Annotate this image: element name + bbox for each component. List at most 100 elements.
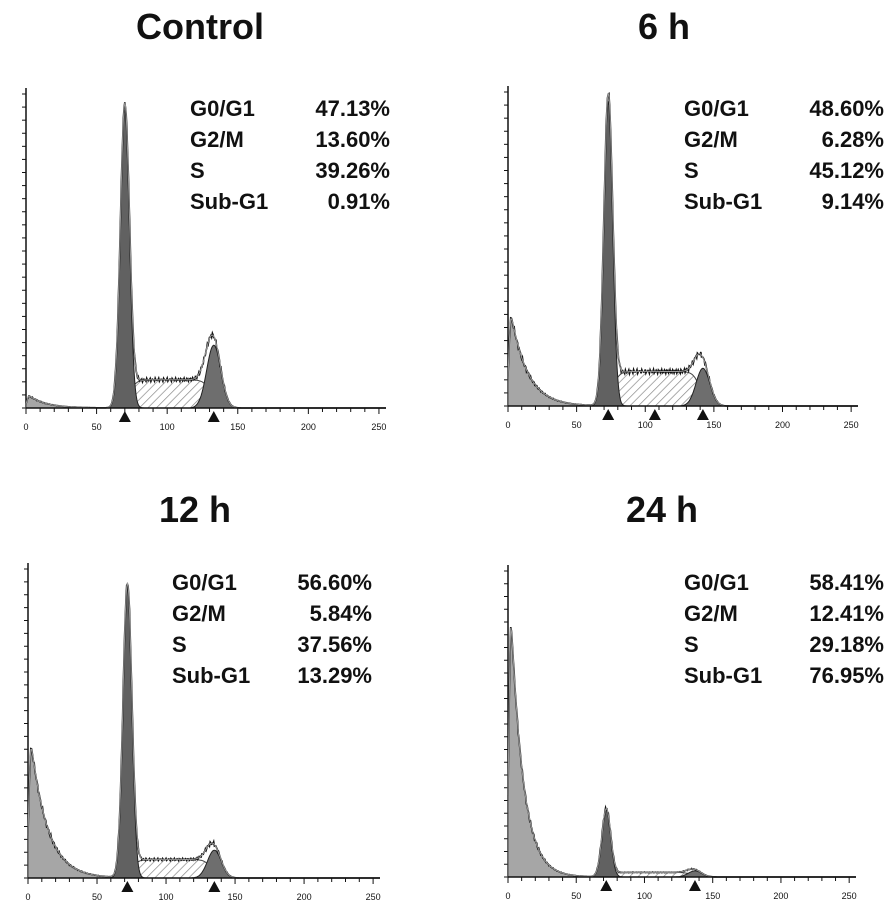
stat-row-s: S 37.56% bbox=[172, 629, 372, 660]
histogram-plot: 0 50 100 150 200 250 bbox=[504, 86, 859, 430]
x-tick-label: 200 bbox=[297, 892, 312, 902]
stat-label: G2/M bbox=[684, 601, 738, 626]
g1-peak-fill bbox=[108, 587, 147, 879]
histogram-panel-control: Control G0/G1 47.13% G2/M 13.60% S 39.26% S… bbox=[0, 0, 420, 440]
x-tick-label: 50 bbox=[92, 422, 102, 432]
stat-row-g2m: G2/M 5.84% bbox=[172, 598, 372, 629]
histogram-envelope bbox=[507, 627, 856, 878]
x-tick-label: 100 bbox=[637, 891, 652, 901]
stat-row-s: S 39.26% bbox=[190, 155, 390, 186]
stat-value: 0.91% bbox=[327, 189, 390, 214]
x-tick-label: 0 bbox=[23, 422, 28, 432]
stat-label: S bbox=[684, 158, 699, 183]
x-tick-label: 150 bbox=[230, 422, 245, 432]
model-fit-line bbox=[507, 627, 856, 878]
cell-cycle-stats: G0/G1 48.60% G2/M 6.28% S 45.12% Sub-G1 9.14… bbox=[684, 93, 884, 217]
x-tick-label: 200 bbox=[775, 420, 790, 430]
x-tick-label: 50 bbox=[92, 892, 102, 902]
g1-peak-fill bbox=[589, 101, 628, 407]
stat-row-g0g1: G0/G1 47.13% bbox=[190, 93, 390, 124]
histogram-plot: 0 50 100 150 200 250 bbox=[22, 88, 386, 432]
gate-marker-triangle bbox=[121, 881, 134, 892]
stat-value: 5.84% bbox=[309, 601, 372, 626]
cell-cycle-stats: G0/G1 58.41% G2/M 12.41% S 29.18% Sub-G1 76.… bbox=[684, 567, 884, 691]
x-tick-label: 0 bbox=[505, 891, 510, 901]
stat-row-g0g1: G0/G1 56.60% bbox=[172, 567, 372, 598]
g1-peak-fill bbox=[587, 808, 626, 878]
x-tick-label: 50 bbox=[571, 891, 581, 901]
x-tick-label: 250 bbox=[844, 420, 859, 430]
g1-peak-fill bbox=[105, 109, 145, 409]
histogram-envelope bbox=[25, 102, 386, 409]
histogram-panel-24h: 24 h G0/G1 58.41% G2/M 12.41% S 29.18% Sub-… bbox=[464, 475, 884, 915]
x-tick-label: 250 bbox=[842, 891, 857, 901]
stat-label: G0/G1 bbox=[172, 570, 237, 595]
gate-marker-triangle bbox=[688, 880, 701, 891]
x-tick-label: 0 bbox=[25, 892, 30, 902]
histogram-envelope bbox=[507, 91, 858, 407]
model-fit-line bbox=[25, 102, 386, 409]
x-tick-label: 150 bbox=[706, 420, 721, 430]
stat-label: G2/M bbox=[190, 127, 244, 152]
stat-label: S bbox=[172, 632, 187, 657]
stat-row-subg1: Sub-G1 13.29% bbox=[172, 660, 372, 691]
stat-label: G0/G1 bbox=[684, 96, 749, 121]
stat-row-g2m: G2/M 13.60% bbox=[190, 124, 390, 155]
stat-row-g0g1: G0/G1 58.41% bbox=[684, 567, 884, 598]
cell-cycle-stats: G0/G1 47.13% G2/M 13.60% S 39.26% Sub-G1 0.9… bbox=[190, 93, 390, 217]
stat-label: Sub-G1 bbox=[684, 663, 763, 688]
histogram-panel-6h: 6 h G0/G1 48.60% G2/M 6.28% S 45.12% Sub-G1… bbox=[464, 0, 884, 440]
stat-label: G2/M bbox=[172, 601, 226, 626]
stat-value: 45.12% bbox=[809, 158, 884, 183]
stat-row-g2m: G2/M 12.41% bbox=[684, 598, 884, 629]
stat-value: 6.28% bbox=[821, 127, 884, 152]
panel-title: 12 h bbox=[158, 489, 232, 530]
stat-row-subg1: Sub-G1 76.95% bbox=[684, 660, 884, 691]
stat-value: 76.95% bbox=[809, 663, 884, 688]
stat-value: 56.60% bbox=[297, 570, 372, 595]
gate-marker-triangle bbox=[600, 880, 613, 891]
panel-title: Control bbox=[136, 6, 264, 47]
subg1-fill bbox=[27, 748, 112, 879]
x-tick-label: 200 bbox=[301, 422, 316, 432]
gate-marker-triangle bbox=[648, 409, 661, 420]
stat-value: 58.41% bbox=[809, 570, 884, 595]
stat-value: 48.60% bbox=[809, 96, 884, 121]
x-tick-label: 0 bbox=[505, 420, 510, 430]
stat-label: S bbox=[684, 632, 699, 657]
cell-cycle-stats: G0/G1 56.60% G2/M 5.84% S 37.56% Sub-G1 13.2… bbox=[172, 567, 372, 691]
stat-label: Sub-G1 bbox=[190, 189, 269, 214]
x-tick-label: 150 bbox=[228, 892, 243, 902]
x-tick-label: 250 bbox=[371, 422, 386, 432]
stat-row-subg1: Sub-G1 9.14% bbox=[684, 186, 884, 217]
model-fit-line bbox=[27, 582, 380, 879]
panel-title: 6 h bbox=[637, 6, 690, 47]
gate-marker-triangle bbox=[696, 409, 709, 420]
stat-row-s: S 29.18% bbox=[684, 629, 884, 660]
histogram-panel-12h: 12 h G0/G1 56.60% G2/M 5.84% S 37.56% Sub-G… bbox=[0, 475, 420, 915]
stat-value: 13.60% bbox=[315, 127, 390, 152]
stat-value: 47.13% bbox=[315, 96, 390, 121]
stat-value: 39.26% bbox=[315, 158, 390, 183]
x-tick-label: 100 bbox=[160, 422, 175, 432]
histogram-plot: 0 50 100 150 200 250 bbox=[504, 565, 857, 901]
stat-value: 9.14% bbox=[821, 189, 884, 214]
stat-row-g2m: G2/M 6.28% bbox=[684, 124, 884, 155]
x-tick-label: 250 bbox=[366, 892, 381, 902]
stat-value: 29.18% bbox=[809, 632, 884, 657]
stat-value: 37.56% bbox=[297, 632, 372, 657]
model-fit-line bbox=[507, 93, 858, 407]
subg1-fill bbox=[507, 318, 591, 407]
histogram-envelope bbox=[27, 582, 380, 879]
x-tick-label: 200 bbox=[773, 891, 788, 901]
gate-marker-triangle bbox=[118, 411, 131, 422]
gate-marker-triangle bbox=[602, 409, 615, 420]
stat-row-subg1: Sub-G1 0.91% bbox=[190, 186, 390, 217]
gate-marker-triangle bbox=[207, 411, 220, 422]
stat-row-s: S 45.12% bbox=[684, 155, 884, 186]
stat-label: S bbox=[190, 158, 205, 183]
stat-label: Sub-G1 bbox=[172, 663, 251, 688]
x-tick-label: 100 bbox=[638, 420, 653, 430]
stat-value: 13.29% bbox=[297, 663, 372, 688]
stat-label: G2/M bbox=[684, 127, 738, 152]
